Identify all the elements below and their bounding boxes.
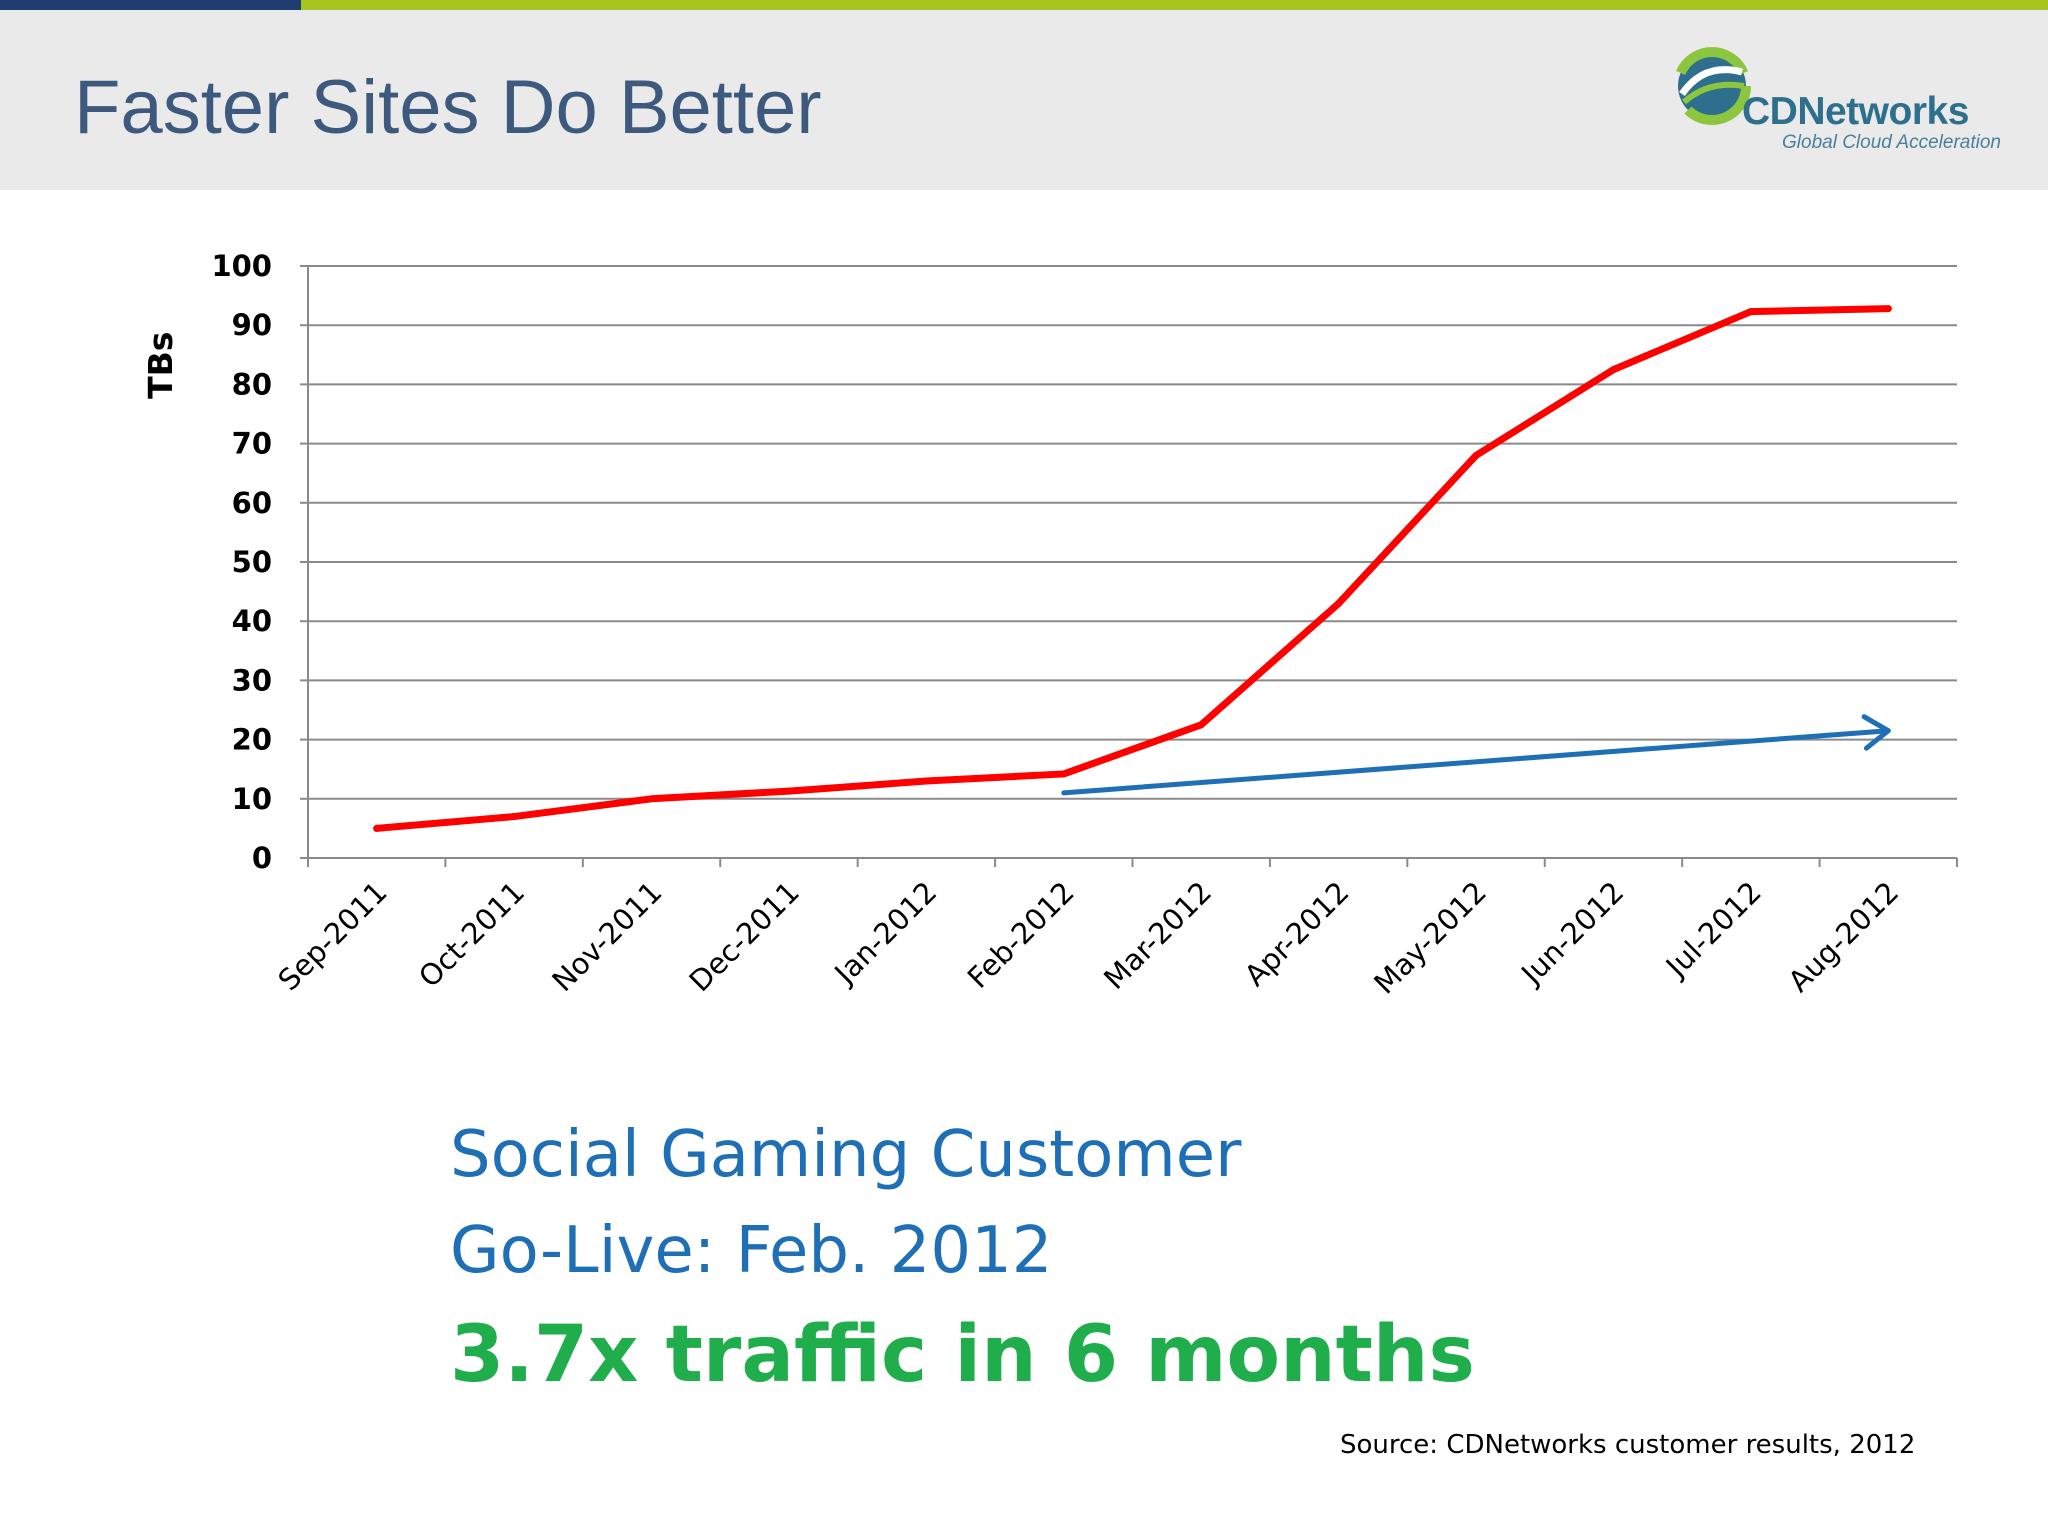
caption-traffic-growth: 3.7x traffic in 6 months [450,1310,1475,1400]
chart-annotations [1061,714,1891,796]
data-point-Feb-2012 [1060,770,1068,778]
y-tick-label-20: 20 [232,723,272,757]
axes [300,265,1958,867]
data-point-Nov-2011 [648,795,656,803]
trend-arrow-head [1861,714,1891,751]
accent-bar-navy [0,0,301,10]
x-tick-labels: Sep-2011 Oct-2011 Nov-2011 Dec-2011 Jan-2012… [271,875,1905,1001]
data-point-Jul-2012 [1747,308,1755,316]
y-tick-label-90: 90 [232,308,272,342]
accent-bar-green [301,0,2048,10]
cdnetworks-logo: CDNetworks Global Cloud Acceleration [1664,42,2024,162]
y-tick-label-10: 10 [232,782,272,816]
y-tick-labels: 0 10 20 30 40 50 60 70 80 90 100 [211,249,272,875]
y-axis-label: TBs [141,332,180,399]
slide-title: Faster Sites Do Better [74,65,822,150]
y-tick-label-100: 100 [211,249,272,283]
data-point-Aug-2012 [1884,305,1892,313]
x-tick-label-Feb-2012: Feb-2012 [961,875,1081,995]
y-tick-label-60: 60 [232,486,272,520]
x-tick-label-May-2012: May-2012 [1367,875,1493,1001]
data-point-Dec-2011 [785,787,793,795]
x-tick-label-Apr-2012: Apr-2012 [1238,875,1356,993]
x-tick-label-Jun-2012: Jun-2012 [1513,875,1630,992]
series-line-0 [373,305,1892,832]
y-tick-label-70: 70 [232,427,272,461]
data-point-Apr-2012 [1335,599,1343,607]
globe-swirl-icon [1673,47,1751,125]
y-tick-label-50: 50 [232,545,272,579]
gridlines [308,265,1957,800]
caption-customer: Social Gaming Customer [450,1118,1242,1192]
data-point-May-2012 [1472,451,1480,459]
trend-arrow-line [1061,728,1891,796]
logo-name: CDNetworks [1742,90,1969,133]
data-point-Mar-2012 [1197,721,1205,729]
x-tick-label-Dec-2011: Dec-2011 [683,875,806,998]
y-tick-label-80: 80 [232,367,272,401]
y-tick-label-0: 0 [252,841,272,875]
logo-tagline: Global Cloud Acceleration [1782,132,2001,153]
caption-go-live: Go-Live: Feb. 2012 [450,1214,1053,1288]
x-tick-label-Jan-2012: Jan-2012 [827,875,944,992]
y-tick-label-30: 30 [232,663,272,697]
source-note: Source: CDNetworks customer results, 201… [1340,1430,1916,1460]
traffic-line-chart: 0 10 20 30 40 50 60 70 80 90 100 Sep-2011 Oct-2011 N… [141,249,1958,1001]
data-point-Jun-2012 [1609,366,1617,374]
data-series [373,305,1892,832]
x-tick-label-Oct-2011: Oct-2011 [412,875,531,994]
x-tick-label-Nov-2011: Nov-2011 [545,875,668,998]
y-tick-label-40: 40 [232,604,272,638]
x-tick-label-Sep-2011: Sep-2011 [271,875,393,997]
data-point-Jan-2012 [922,777,930,785]
data-point-Sep-2011 [373,824,381,832]
x-tick-label-Jul-2012: Jul-2012 [1658,875,1768,985]
x-tick-label-Mar-2012: Mar-2012 [1097,875,1218,996]
data-point-Oct-2011 [510,813,518,821]
x-tick-label-Aug-2012: Aug-2012 [1782,875,1906,999]
